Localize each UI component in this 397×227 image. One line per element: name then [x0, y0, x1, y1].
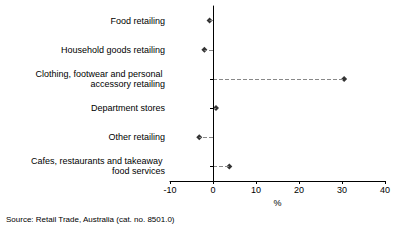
svg-text:Source: Retail Trade, Australi: Source: Retail Trade, Australia (cat. no… — [6, 215, 175, 224]
svg-text:%: % — [273, 198, 281, 208]
svg-text:Other retailing: Other retailing — [108, 132, 165, 142]
svg-text:Department stores: Department stores — [91, 103, 166, 113]
svg-text:20: 20 — [294, 185, 304, 195]
svg-text:Food retailing: Food retailing — [110, 16, 165, 26]
svg-text:Clothing, footwear and persona: Clothing, footwear and personal — [35, 69, 165, 79]
svg-text:Cafes, restaurants and takeawa: Cafes, restaurants and takeaway — [31, 156, 165, 166]
svg-text:accessory retailing: accessory retailing — [90, 79, 165, 89]
svg-text:Household goods retailing: Household goods retailing — [61, 45, 165, 55]
svg-text:0: 0 — [210, 185, 215, 195]
svg-text:10: 10 — [251, 185, 261, 195]
svg-text:food services: food services — [112, 166, 166, 176]
svg-text:30: 30 — [337, 185, 347, 195]
svg-text:40: 40 — [380, 185, 390, 195]
svg-text:-10: -10 — [163, 185, 176, 195]
